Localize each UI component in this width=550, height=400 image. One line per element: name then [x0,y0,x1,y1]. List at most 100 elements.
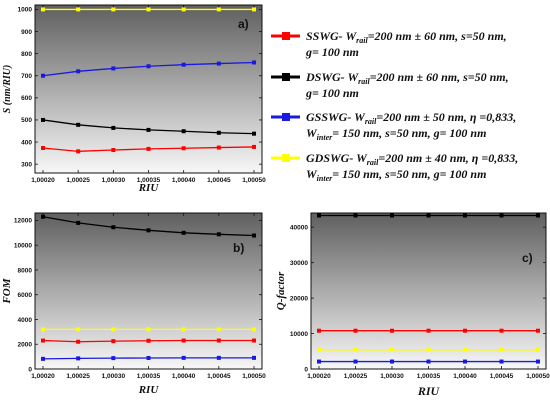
data-point [426,328,431,333]
y-tick-label: 0 [28,366,32,373]
data-point [216,145,221,150]
panel-label: a) [238,17,249,31]
data-point [76,220,81,225]
x-tick-label: 1,00030 [102,177,126,184]
data-point [317,328,321,333]
data-point [463,213,467,218]
x-axis-title: RIU [138,384,160,396]
panel-c: 0 10000 20000 30000 40000 1,00020 1,00025 1,000… [275,212,550,398]
data-point [252,233,256,238]
legend-text-part: = 150 nm, s=50 nm, g= 100 nm [332,167,486,181]
data-point [426,347,431,352]
legend-text-part: GDSWG- W [306,151,368,165]
x-tick-label: 1,00035 [137,177,161,184]
data-point [41,356,45,361]
data-point [181,129,186,134]
legend-swatch-marker [282,113,290,121]
data-point [76,356,81,361]
data-point [111,356,116,361]
data-point [252,131,256,136]
data-point [111,339,116,344]
legend-swatch-marker [282,73,290,81]
x-tick-label: 1,00020 [31,177,55,184]
legend-entry-line2: g= 100 nm [305,45,359,59]
data-point [76,7,81,12]
legend-entry-line1: GDSWG- Wrail=200 nm ± 40 nm, η =0,833, [306,151,518,167]
data-point [317,359,321,364]
legend-swatch-marker [282,154,290,162]
legend-subscript: rail [367,158,379,167]
y-tick-label: 900 [21,29,32,36]
y-tick-label: 800 [21,51,32,58]
data-point [499,347,504,352]
legend-text-part: =200 nm ± 60 nm, s=50 nm, [370,70,509,84]
data-point [41,338,45,343]
y-axis-title: FOM [1,277,13,304]
data-point [146,338,151,343]
y-tick-label: 700 [21,73,32,80]
x-axis-title: RIU [138,182,160,194]
data-point [76,69,81,74]
data-point [181,355,186,360]
legend-entry-line1: GSSWG- Wrail=200 nm ± 50 nm, η =0,833, [306,110,516,126]
legend-text-part: DSWG- W [305,70,359,84]
data-point [216,232,221,237]
data-point [111,148,116,153]
y-tick-label: 12000 [14,218,32,225]
x-tick-label: 1,00040 [172,373,196,380]
legend-entry-line1: SSWG- Wrail=200 nm ± 60 nm, s=50 nm, [306,29,507,45]
data-point [41,146,45,151]
data-point [317,213,321,218]
y-tick-label: 40000 [290,224,308,231]
x-tick-label: 1,00025 [344,373,368,380]
y-tick-label: 30000 [290,260,308,267]
data-point [41,214,45,219]
data-point [146,146,151,151]
data-point [216,61,221,66]
data-point [146,64,151,69]
y-tick-label: 8000 [18,267,33,274]
data-point [181,7,186,12]
y-tick-label: 10000 [14,242,32,249]
data-point [146,127,151,132]
data-point [536,328,540,333]
x-tick-label: 1,00035 [417,373,441,380]
legend-text-part: W [306,167,318,181]
y-tick-label: 2000 [18,342,33,349]
data-point [252,327,256,332]
x-tick-label: 1,00050 [242,177,266,184]
data-point [111,7,116,12]
data-point [41,7,45,12]
data-point [252,144,256,149]
data-point [76,327,81,332]
data-point [41,327,45,332]
legend-text-part: g= 100 nm [305,86,359,100]
legend-subscript: inter [317,133,333,142]
y-tick-label: 1000 [18,7,33,14]
data-point [216,327,221,332]
legend-entry-line2: g= 100 nm [305,86,359,100]
data-point [463,347,467,352]
data-point [499,359,504,364]
x-tick-label: 1,00045 [207,177,231,184]
data-point [41,73,45,78]
data-point [216,338,221,343]
x-tick-label: 1,00030 [102,373,126,380]
data-point [252,338,256,343]
panel-label: c) [522,251,533,265]
legend-text-part: W [306,126,318,140]
data-point [76,339,81,344]
data-point [41,117,45,122]
x-tick-label: 1,00020 [31,373,55,380]
data-point [499,328,504,333]
panel-label: b) [233,241,244,255]
data-point [353,213,358,218]
y-tick-label: 6000 [18,292,33,299]
legend-subscript: rail [358,77,370,86]
legend-entry-line1: DSWG- Wrail=200 nm ± 60 nm, s=50 nm, [305,70,509,86]
data-point [111,225,116,230]
x-tick-label: 1,00040 [172,177,196,184]
legend-text-part: GSSWG- W [306,110,366,124]
data-point [181,338,186,343]
data-point [111,327,116,332]
